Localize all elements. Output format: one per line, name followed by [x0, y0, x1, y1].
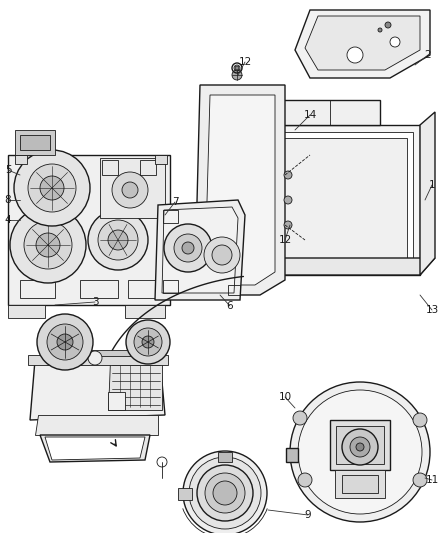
Polygon shape [125, 305, 165, 318]
Polygon shape [255, 258, 435, 275]
Circle shape [88, 210, 148, 270]
Polygon shape [108, 360, 162, 410]
Polygon shape [28, 355, 168, 365]
Text: 6: 6 [227, 301, 233, 311]
Polygon shape [15, 155, 27, 164]
Circle shape [232, 70, 242, 80]
Polygon shape [255, 125, 420, 275]
Text: 11: 11 [425, 475, 438, 485]
Circle shape [197, 465, 253, 521]
Polygon shape [30, 360, 165, 420]
Polygon shape [262, 132, 413, 268]
Circle shape [98, 220, 138, 260]
Polygon shape [162, 207, 238, 293]
Circle shape [10, 207, 86, 283]
Polygon shape [178, 488, 192, 500]
Circle shape [182, 242, 194, 254]
Text: 3: 3 [92, 297, 98, 307]
Circle shape [57, 334, 73, 350]
Text: 12: 12 [238, 57, 251, 67]
Circle shape [342, 429, 378, 465]
Polygon shape [330, 420, 390, 470]
Polygon shape [15, 130, 55, 155]
Circle shape [183, 451, 267, 533]
Circle shape [347, 47, 363, 63]
Polygon shape [195, 85, 285, 295]
Circle shape [204, 237, 240, 273]
Polygon shape [108, 392, 125, 410]
Circle shape [356, 443, 364, 451]
Text: 4: 4 [5, 215, 11, 225]
Circle shape [88, 351, 102, 365]
Circle shape [37, 314, 93, 370]
Polygon shape [286, 448, 298, 462]
Circle shape [235, 66, 239, 70]
Text: 13: 13 [425, 305, 438, 315]
Circle shape [413, 473, 427, 487]
Polygon shape [218, 452, 232, 462]
Circle shape [284, 196, 292, 204]
Polygon shape [20, 135, 50, 150]
Polygon shape [305, 16, 420, 70]
Circle shape [174, 234, 202, 262]
Polygon shape [420, 112, 435, 275]
Circle shape [24, 221, 72, 269]
Text: 10: 10 [279, 392, 292, 402]
Text: 2: 2 [425, 50, 431, 60]
Polygon shape [342, 475, 378, 493]
Circle shape [28, 164, 76, 212]
Polygon shape [8, 305, 45, 318]
Circle shape [205, 473, 245, 513]
Text: 5: 5 [5, 165, 11, 175]
Circle shape [390, 37, 400, 47]
Polygon shape [45, 437, 145, 460]
Circle shape [189, 457, 261, 529]
Circle shape [284, 221, 292, 229]
Circle shape [385, 22, 391, 28]
Circle shape [108, 230, 128, 250]
Polygon shape [155, 155, 167, 164]
Circle shape [284, 171, 292, 179]
Text: 1: 1 [429, 180, 435, 190]
Circle shape [212, 245, 232, 265]
Polygon shape [80, 350, 145, 356]
Circle shape [40, 176, 64, 200]
Circle shape [298, 473, 312, 487]
Text: 14: 14 [304, 110, 317, 120]
Polygon shape [335, 470, 385, 498]
Circle shape [126, 320, 170, 364]
Circle shape [14, 150, 90, 226]
Polygon shape [258, 100, 380, 125]
Polygon shape [295, 10, 430, 78]
Circle shape [290, 382, 430, 522]
Polygon shape [40, 435, 150, 462]
Polygon shape [268, 138, 407, 262]
Text: 7: 7 [172, 197, 178, 207]
Polygon shape [336, 426, 384, 464]
Circle shape [293, 411, 307, 425]
Circle shape [298, 390, 422, 514]
Text: 12: 12 [279, 235, 292, 245]
Polygon shape [35, 415, 158, 435]
Circle shape [122, 182, 138, 198]
Circle shape [36, 233, 60, 257]
Circle shape [112, 172, 148, 208]
Circle shape [350, 437, 370, 457]
Circle shape [213, 481, 237, 505]
Text: 9: 9 [305, 510, 311, 520]
Circle shape [142, 336, 154, 348]
Polygon shape [205, 95, 275, 285]
Polygon shape [8, 155, 170, 305]
Text: 8: 8 [5, 195, 11, 205]
Circle shape [134, 328, 162, 356]
Circle shape [378, 28, 382, 32]
Circle shape [413, 413, 427, 427]
Polygon shape [155, 200, 245, 300]
Circle shape [164, 224, 212, 272]
Circle shape [47, 324, 83, 360]
Polygon shape [100, 158, 165, 218]
